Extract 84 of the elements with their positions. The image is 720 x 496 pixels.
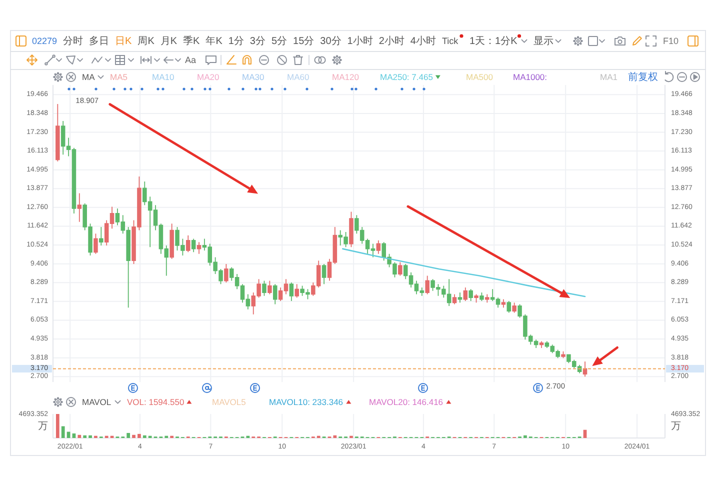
candlestick — [452, 294, 457, 305]
text: MA120 — [332, 72, 360, 82]
candlestick — [224, 263, 228, 283]
text: MA20 — [197, 72, 220, 82]
text: 周K — [138, 36, 155, 46]
text: MA250: 7.465 — [380, 72, 434, 82]
candlestick — [272, 284, 278, 305]
bar — [132, 434, 136, 438]
candlestick — [94, 233, 98, 254]
bar — [126, 432, 130, 438]
text: 1分 — [228, 34, 244, 46]
candlestick — [376, 240, 381, 254]
bar — [83, 435, 87, 438]
candlestick — [349, 211, 354, 248]
bar — [524, 435, 527, 438]
bar — [88, 435, 92, 438]
text: 4小时 — [410, 34, 436, 46]
candlestick — [398, 262, 402, 276]
text: MA5 — [110, 72, 128, 82]
text: 5分 — [271, 34, 288, 46]
candlestick — [539, 340, 544, 348]
candlestick — [463, 287, 468, 302]
candlestick — [186, 234, 190, 253]
bar — [56, 414, 60, 438]
text: 15分 — [293, 34, 314, 46]
bar — [61, 426, 65, 438]
candlestick — [294, 284, 300, 298]
bar — [142, 435, 146, 438]
candlestick — [268, 280, 272, 295]
candlestick — [582, 361, 588, 378]
text: MA — [82, 72, 96, 82]
text: 30分 — [320, 34, 342, 46]
text: Tick — [442, 36, 459, 46]
candlestick — [468, 288, 473, 302]
line-series — [342, 248, 586, 298]
text: MA1000: — [513, 72, 548, 82]
bar — [333, 435, 337, 438]
text: MAVOL20: 146.416 — [369, 397, 444, 407]
candlestick — [289, 282, 294, 302]
text: MA60 — [287, 72, 310, 82]
text: MAVOL10: 233.346 — [269, 397, 344, 407]
text: 日K — [115, 36, 132, 46]
text: 万 — [671, 420, 681, 432]
text: 3分 — [250, 34, 266, 46]
text: MAVOL — [82, 397, 112, 407]
candlestick — [170, 223, 174, 260]
candlestick — [196, 242, 202, 254]
candlestick — [512, 302, 516, 314]
text: F10 — [663, 36, 679, 46]
text: MA30 — [242, 72, 264, 82]
text: MA500 — [466, 72, 494, 82]
text: VOL: 1594.550 — [127, 397, 184, 407]
candlestick — [561, 350, 566, 359]
candlestick — [99, 226, 104, 246]
text: 1小时 — [347, 34, 373, 46]
candlestick — [474, 294, 478, 304]
candlestick — [506, 300, 512, 314]
candlestick — [485, 294, 490, 304]
text: 显示 — [533, 36, 554, 46]
candlestick — [262, 280, 266, 296]
text: MA10 — [152, 72, 174, 82]
candlestick — [501, 298, 506, 308]
text: 月K — [160, 36, 178, 46]
candlestick — [480, 292, 484, 302]
text: 2小时 — [378, 34, 404, 46]
text: MA1 — [600, 72, 618, 82]
text: Aa — [185, 55, 196, 65]
text: 02279 — [32, 36, 58, 46]
text: 1天：1分K — [469, 34, 518, 46]
candlestick — [458, 292, 462, 304]
candlestick — [191, 238, 196, 253]
bar — [138, 434, 141, 438]
text: 年K — [206, 34, 223, 46]
text: MAVOL5 — [212, 397, 246, 407]
candlestick — [322, 263, 326, 285]
bar — [78, 434, 82, 438]
text: 多日 — [89, 34, 110, 46]
candlestick — [77, 192, 82, 222]
candlestick — [56, 104, 60, 162]
text: 季K — [183, 34, 200, 46]
text: 分时 — [63, 34, 84, 46]
candlestick — [425, 275, 430, 295]
text: 万 — [38, 420, 48, 432]
text: 前复权 — [628, 70, 658, 82]
